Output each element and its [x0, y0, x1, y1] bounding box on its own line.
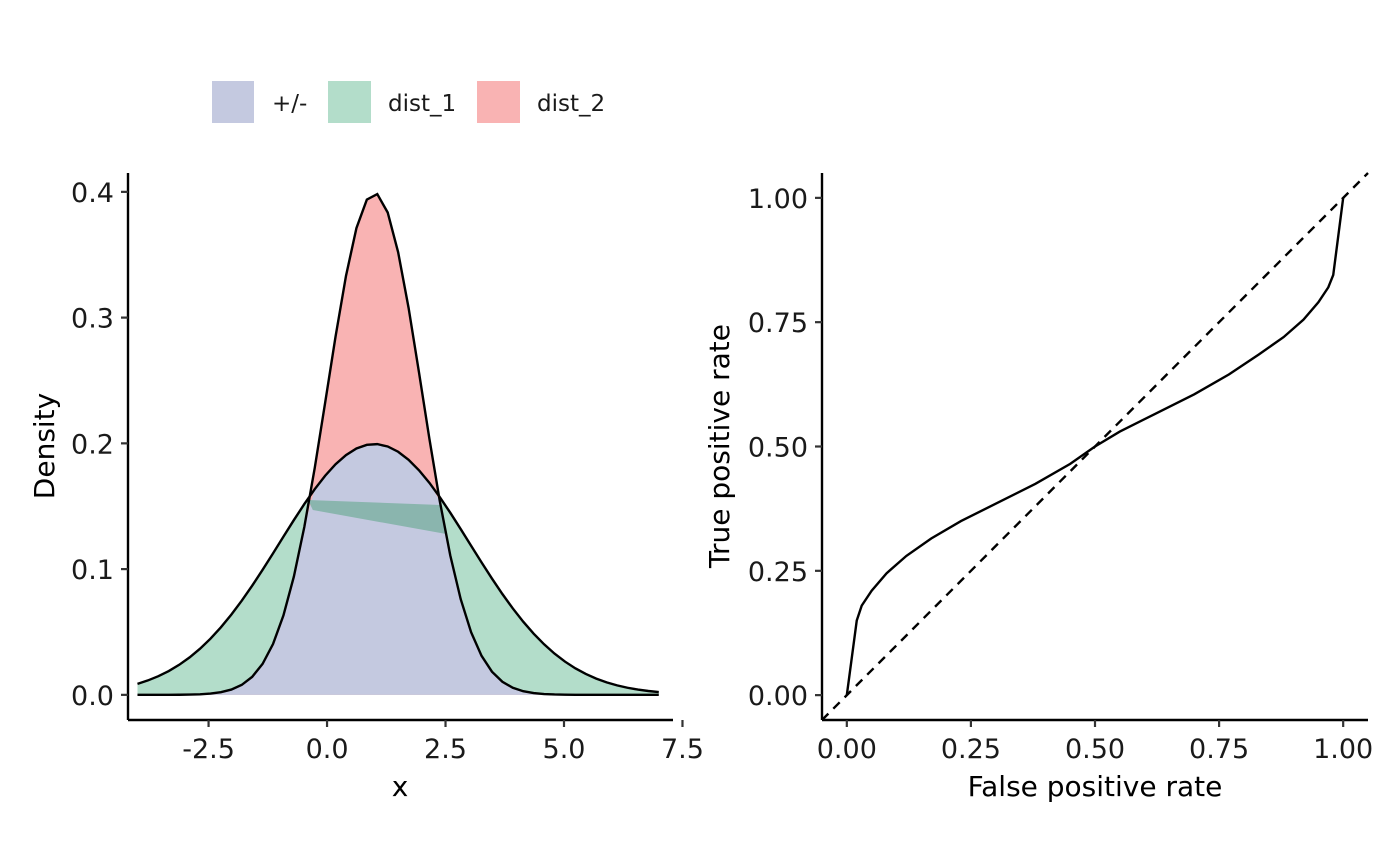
roc-lines [821, 172, 1369, 721]
roc-y-tick-label: 0.00 [748, 681, 808, 712]
dist-1-curve [137, 442, 659, 694]
density-x-tick-label: 0.0 [306, 734, 349, 765]
legend: +/- dist_1 dist_2 [212, 81, 605, 123]
legend-label-dist-1: dist_1 [388, 91, 456, 117]
roc-x-tick-label: 0.25 [941, 734, 1001, 765]
density-x-tick-label: 7.5 [661, 734, 704, 765]
legend-label-dist-2: dist_2 [537, 91, 605, 117]
density-y-tick-label: 0.4 [71, 178, 114, 209]
legend-key-overlap [212, 81, 254, 123]
roc-y-tick-label: 0.50 [748, 433, 808, 464]
roc-plot: 0.00 0.25 0.50 0.75 1.00 0.00 0.25 0.50 0.75 1.00… [703, 172, 1373, 803]
roc-x-tick-label: 0.50 [1065, 734, 1125, 765]
roc-x-axis-title: False positive rate [968, 770, 1223, 803]
roc-x-tick-label: 0.75 [1189, 734, 1249, 765]
reference-diagonal-line [821, 172, 1369, 721]
density-x-tick-label: 5.0 [543, 734, 586, 765]
roc-y-tick-label: 0.75 [748, 308, 808, 339]
roc-y-axis-title: True positive rate [703, 324, 736, 569]
overlap-area [137, 444, 659, 695]
legend-key-dist-1 [328, 81, 371, 123]
density-y-tick-label: 0.0 [71, 681, 114, 712]
density-x-tick-label: -2.5 [182, 734, 235, 765]
density-plot: -2.5 0.0 2.5 5.0 7.5 0.0 0.1 0.2 0.3 0.4 x Densit… [28, 173, 704, 803]
legend-key-dist-2 [477, 81, 520, 123]
overlap-artifact [308, 499, 446, 534]
density-y-axis-title: Density [28, 393, 61, 499]
density-x-axis-title: x [392, 770, 409, 803]
density-areas [137, 194, 659, 695]
density-y-tick-label: 0.3 [71, 304, 114, 335]
density-y-tick-label: 0.1 [71, 555, 114, 586]
roc-x-tick-label: 0.00 [817, 734, 877, 765]
density-curves [137, 192, 659, 697]
roc-x-tick-label: 1.00 [1313, 734, 1373, 765]
dist-2-curve [137, 192, 659, 697]
density-y-tick-label: 0.2 [71, 429, 114, 460]
density-x-tick-label: 2.5 [424, 734, 467, 765]
legend-label-overlap: +/- [272, 91, 307, 117]
roc-y-tick-label: 0.25 [748, 557, 808, 588]
roc-y-tick-label: 1.00 [748, 184, 808, 215]
dist-2-area [137, 194, 659, 695]
roc-axes: 0.00 0.25 0.50 0.75 1.00 0.00 0.25 0.50 0.75 1.00 [748, 173, 1373, 765]
density-axes: -2.5 0.0 2.5 5.0 7.5 0.0 0.1 0.2 0.3 0.4 [71, 173, 704, 765]
